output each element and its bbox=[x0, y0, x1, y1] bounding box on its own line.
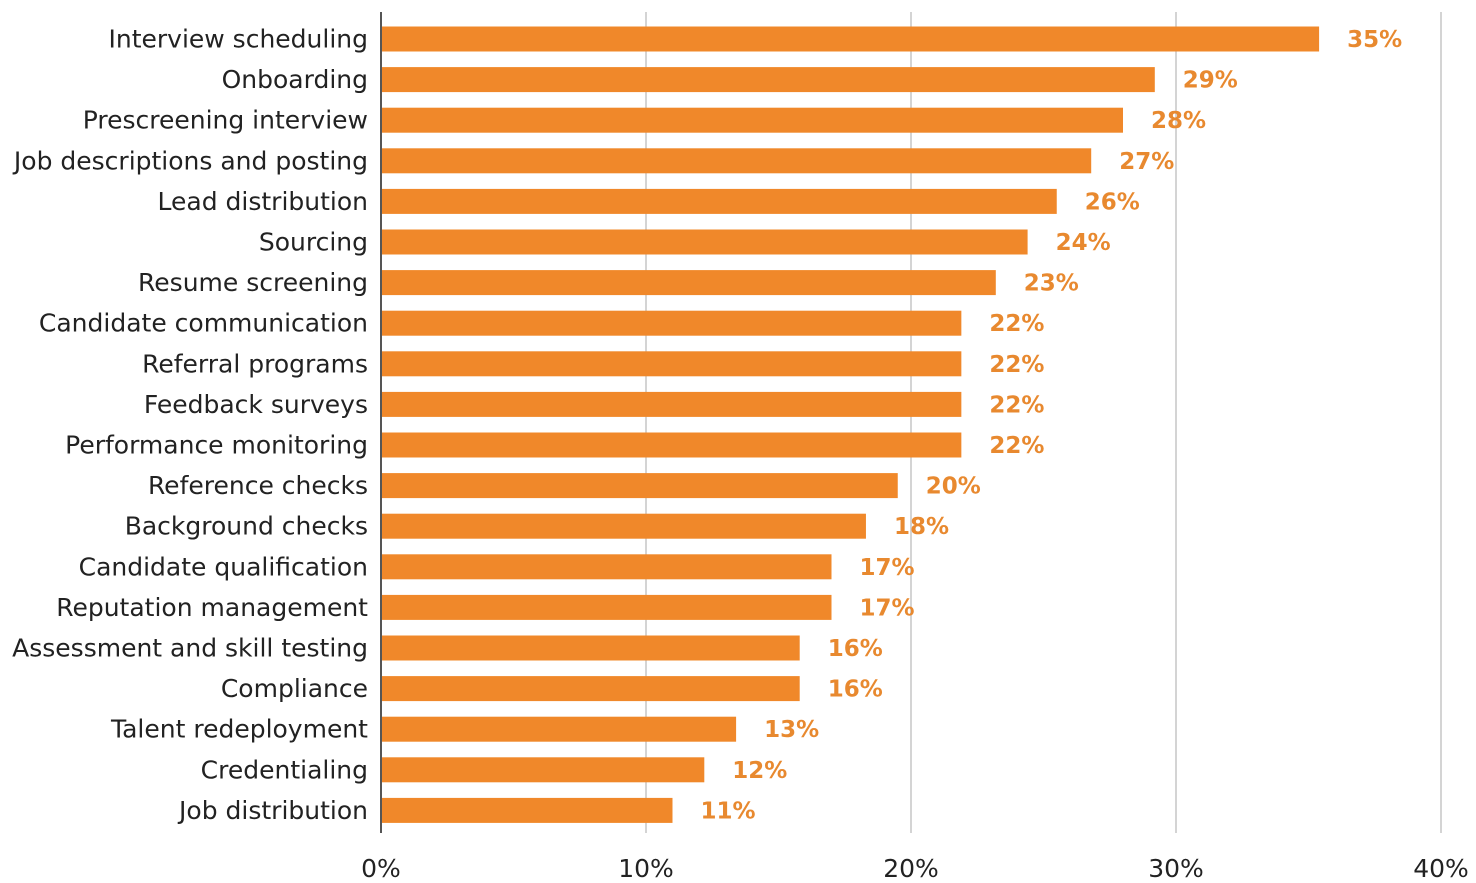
category-label: Sourcing bbox=[259, 228, 368, 257]
bar bbox=[381, 594, 832, 620]
category-label: Performance monitoring bbox=[65, 431, 368, 460]
category-label: Onboarding bbox=[222, 65, 368, 94]
x-tick-label: 0% bbox=[361, 854, 401, 883]
bar bbox=[381, 757, 705, 783]
x-tick-label: 40% bbox=[1413, 854, 1469, 883]
bars bbox=[381, 26, 1320, 823]
value-label: 12% bbox=[732, 758, 787, 784]
value-label: 13% bbox=[764, 717, 819, 743]
value-label: 28% bbox=[1151, 108, 1206, 134]
value-label: 11% bbox=[701, 798, 756, 824]
value-label: 22% bbox=[989, 392, 1044, 418]
bar bbox=[381, 148, 1092, 174]
bar bbox=[381, 716, 737, 742]
value-label: 20% bbox=[926, 474, 981, 500]
category-label: Prescreening interview bbox=[83, 106, 368, 135]
value-label: 16% bbox=[828, 636, 883, 662]
category-label: Background checks bbox=[125, 512, 368, 541]
bar bbox=[381, 797, 673, 823]
bar bbox=[381, 635, 800, 661]
value-label: 17% bbox=[860, 595, 915, 621]
category-label: Reference checks bbox=[148, 471, 368, 500]
category-label: Interview scheduling bbox=[108, 25, 368, 54]
value-label: 26% bbox=[1085, 189, 1140, 215]
category-label: Job distribution bbox=[177, 796, 368, 825]
bar bbox=[381, 676, 800, 702]
bar bbox=[381, 107, 1123, 133]
value-label: 35% bbox=[1347, 27, 1402, 53]
x-tick-label: 10% bbox=[618, 854, 674, 883]
category-label: Assessment and skill testing bbox=[12, 634, 368, 663]
value-label: 22% bbox=[989, 352, 1044, 378]
bar bbox=[381, 188, 1057, 214]
category-label: Reputation management bbox=[56, 593, 368, 622]
value-label: 22% bbox=[989, 433, 1044, 459]
x-axis-tick-labels: 0% 10% 20% 30% 40% bbox=[361, 854, 1469, 883]
value-label: 17% bbox=[860, 555, 915, 581]
category-label: Credentialing bbox=[201, 755, 368, 784]
category-label: Candidate qualification bbox=[79, 552, 368, 581]
value-label: 29% bbox=[1183, 68, 1238, 94]
category-label: Resume screening bbox=[138, 268, 368, 297]
category-label: Feedback surveys bbox=[144, 390, 368, 419]
bar bbox=[381, 513, 866, 539]
value-label: 23% bbox=[1024, 271, 1079, 297]
bar bbox=[381, 26, 1320, 52]
x-tick-label: 20% bbox=[883, 854, 939, 883]
bar bbox=[381, 473, 898, 499]
value-label: 22% bbox=[989, 311, 1044, 337]
category-label: Candidate communication bbox=[39, 309, 368, 338]
bar bbox=[381, 351, 962, 377]
category-label: Talent redeployment bbox=[110, 715, 368, 744]
value-label: 18% bbox=[894, 514, 949, 540]
x-tick-label: 30% bbox=[1148, 854, 1204, 883]
bar bbox=[381, 310, 962, 336]
category-label: Referral programs bbox=[142, 349, 368, 378]
bar bbox=[381, 432, 962, 458]
value-label: 16% bbox=[828, 677, 883, 703]
category-label: Compliance bbox=[221, 674, 368, 703]
bar bbox=[381, 270, 996, 296]
value-labels: 35% 29% 28% 27% 26% 24% 23% 22% 22% 22% 22% 20% 18% 1… bbox=[701, 27, 1403, 824]
bar bbox=[381, 67, 1155, 93]
bar bbox=[381, 554, 832, 580]
category-label: Lead distribution bbox=[158, 187, 368, 216]
value-label: 24% bbox=[1056, 230, 1111, 256]
value-label: 27% bbox=[1119, 149, 1174, 175]
gridlines bbox=[645, 12, 1442, 833]
bar bbox=[381, 229, 1028, 255]
category-labels: Interview scheduling Onboarding Prescreeni… bbox=[12, 25, 368, 825]
bar bbox=[381, 391, 962, 417]
category-label: Job descriptions and posting bbox=[12, 146, 368, 175]
